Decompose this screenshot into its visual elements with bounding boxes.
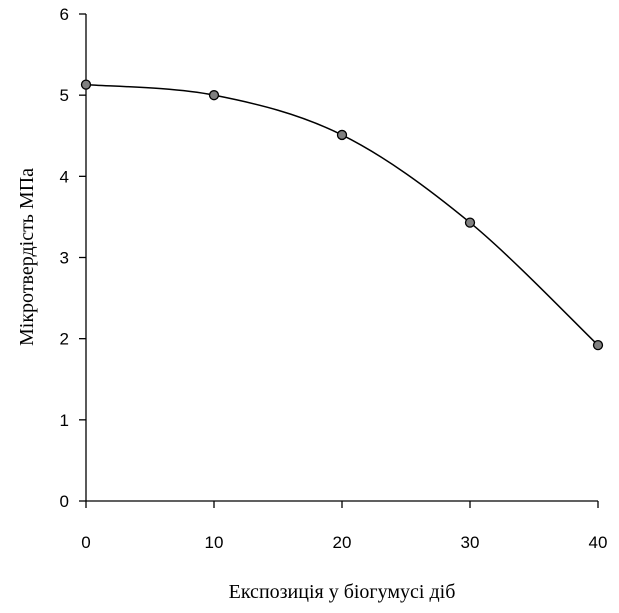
x-axis-title: Експозиція у біогумусі діб [229,581,456,603]
y-axis-title: Мікротвердість МПа [16,168,38,346]
y-tick-label: 6 [60,5,69,24]
data-point [464,217,476,228]
x-tick-label: 20 [333,533,352,552]
series-line [85,83,599,346]
x-tick-label: 0 [81,533,90,552]
data-point [80,79,92,90]
x-tick-label: 30 [461,533,480,552]
y-tick-label: 1 [60,411,69,430]
y-tick-label: 5 [60,86,69,105]
x-ticks: 0 10 20 30 40 [81,501,607,552]
x-tick-label: 10 [205,533,224,552]
y-tick-label: 2 [60,330,69,349]
plot-area: 0 1 2 3 4 5 6 0 10 20 30 40 [60,5,608,552]
y-tick-label: 0 [60,492,69,511]
y-tick-label: 4 [60,167,69,186]
y-ticks: 0 1 2 3 4 5 6 [60,5,86,511]
x-tick-label: 40 [589,533,608,552]
series-layer [80,79,604,351]
data-point [336,129,348,141]
y-tick-label: 3 [60,249,69,268]
data-point [208,90,220,101]
data-point [592,340,604,351]
